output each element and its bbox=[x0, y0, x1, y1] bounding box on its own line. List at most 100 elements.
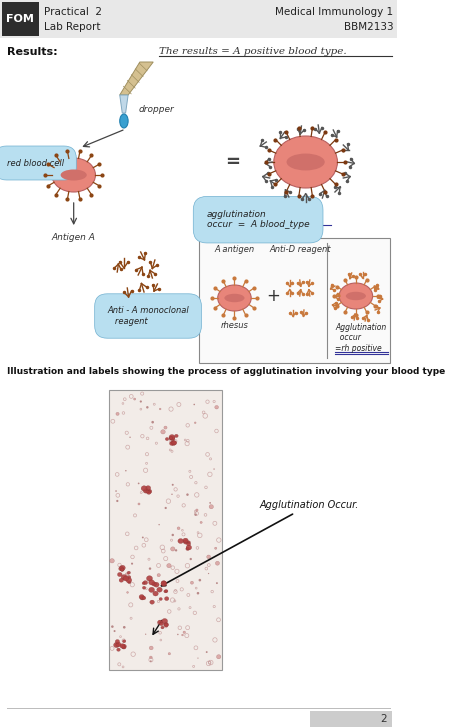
Ellipse shape bbox=[215, 547, 217, 550]
Ellipse shape bbox=[122, 646, 126, 649]
Ellipse shape bbox=[134, 398, 136, 400]
Ellipse shape bbox=[183, 538, 188, 543]
FancyBboxPatch shape bbox=[310, 711, 392, 727]
Text: Agglutination
  occur
=rh positive: Agglutination occur =rh positive bbox=[335, 323, 386, 353]
Text: Anti-D reagent: Anti-D reagent bbox=[269, 244, 330, 254]
Ellipse shape bbox=[164, 597, 169, 601]
Ellipse shape bbox=[186, 547, 190, 550]
Ellipse shape bbox=[146, 576, 153, 581]
Ellipse shape bbox=[193, 403, 195, 405]
Ellipse shape bbox=[183, 539, 188, 544]
Ellipse shape bbox=[61, 169, 87, 180]
Ellipse shape bbox=[161, 626, 164, 629]
Ellipse shape bbox=[187, 541, 191, 544]
Ellipse shape bbox=[120, 568, 124, 571]
Ellipse shape bbox=[346, 292, 366, 300]
Ellipse shape bbox=[191, 581, 193, 585]
Ellipse shape bbox=[117, 648, 120, 651]
Ellipse shape bbox=[147, 489, 152, 494]
FancyBboxPatch shape bbox=[2, 2, 38, 36]
Text: agglutination
occur  =  A blood_type: agglutination occur = A blood_type bbox=[207, 210, 310, 230]
Ellipse shape bbox=[175, 549, 177, 552]
Ellipse shape bbox=[125, 470, 127, 471]
Ellipse shape bbox=[224, 294, 245, 302]
Ellipse shape bbox=[208, 573, 209, 574]
Ellipse shape bbox=[127, 571, 130, 574]
Ellipse shape bbox=[142, 586, 146, 589]
Ellipse shape bbox=[177, 527, 180, 530]
Ellipse shape bbox=[199, 579, 201, 582]
Ellipse shape bbox=[274, 136, 337, 188]
Ellipse shape bbox=[140, 595, 145, 600]
Ellipse shape bbox=[150, 600, 155, 604]
Ellipse shape bbox=[165, 438, 169, 441]
Ellipse shape bbox=[127, 592, 128, 593]
Text: 2: 2 bbox=[380, 714, 387, 724]
Ellipse shape bbox=[164, 507, 167, 509]
Ellipse shape bbox=[200, 521, 202, 523]
Ellipse shape bbox=[157, 587, 162, 593]
Text: Medical Immunology 1: Medical Immunology 1 bbox=[275, 7, 393, 17]
Ellipse shape bbox=[157, 574, 160, 577]
Ellipse shape bbox=[149, 580, 155, 585]
Ellipse shape bbox=[194, 422, 196, 424]
FancyBboxPatch shape bbox=[109, 390, 222, 670]
Ellipse shape bbox=[114, 630, 116, 632]
Ellipse shape bbox=[209, 505, 213, 509]
Ellipse shape bbox=[159, 408, 161, 410]
Ellipse shape bbox=[182, 634, 183, 636]
Ellipse shape bbox=[153, 591, 158, 596]
Ellipse shape bbox=[123, 576, 128, 581]
Ellipse shape bbox=[123, 626, 126, 629]
Ellipse shape bbox=[120, 643, 125, 648]
Text: Agglutination Occur.: Agglutination Occur. bbox=[162, 500, 359, 586]
Ellipse shape bbox=[174, 434, 178, 438]
Ellipse shape bbox=[172, 483, 174, 486]
Ellipse shape bbox=[197, 592, 199, 595]
Text: dropper: dropper bbox=[139, 105, 175, 114]
Ellipse shape bbox=[114, 643, 119, 648]
Text: =: = bbox=[225, 153, 240, 171]
Ellipse shape bbox=[164, 426, 167, 429]
Ellipse shape bbox=[170, 436, 175, 441]
Ellipse shape bbox=[161, 430, 165, 434]
Ellipse shape bbox=[142, 596, 146, 600]
Ellipse shape bbox=[187, 542, 191, 546]
Ellipse shape bbox=[121, 644, 127, 648]
Text: +: + bbox=[266, 287, 280, 305]
Ellipse shape bbox=[215, 561, 219, 565]
Ellipse shape bbox=[339, 283, 373, 309]
Ellipse shape bbox=[171, 547, 175, 551]
Ellipse shape bbox=[146, 490, 149, 493]
Text: BBM2133: BBM2133 bbox=[344, 22, 393, 32]
Text: rhesus: rhesus bbox=[220, 321, 248, 329]
Ellipse shape bbox=[118, 572, 122, 577]
Ellipse shape bbox=[287, 153, 325, 170]
Ellipse shape bbox=[183, 631, 185, 633]
Ellipse shape bbox=[206, 651, 208, 653]
Text: Illustration and labels showing the process of agglutination involving your bloo: Illustration and labels showing the proc… bbox=[7, 368, 445, 377]
Ellipse shape bbox=[217, 655, 221, 659]
Ellipse shape bbox=[143, 581, 147, 585]
FancyBboxPatch shape bbox=[0, 0, 397, 38]
Ellipse shape bbox=[139, 595, 144, 599]
Ellipse shape bbox=[52, 158, 95, 192]
Ellipse shape bbox=[120, 568, 124, 571]
Ellipse shape bbox=[119, 566, 125, 570]
Ellipse shape bbox=[164, 590, 167, 593]
Text: The results = A positive blood type.: The results = A positive blood type. bbox=[159, 47, 346, 57]
Ellipse shape bbox=[138, 503, 140, 505]
Ellipse shape bbox=[110, 558, 114, 563]
Text: Results:: Results: bbox=[7, 47, 57, 57]
Polygon shape bbox=[120, 62, 153, 95]
Ellipse shape bbox=[161, 581, 167, 586]
Ellipse shape bbox=[120, 114, 128, 128]
Ellipse shape bbox=[149, 587, 155, 593]
Ellipse shape bbox=[150, 660, 152, 662]
Ellipse shape bbox=[158, 524, 160, 526]
Ellipse shape bbox=[186, 494, 189, 496]
Text: A antigen: A antigen bbox=[214, 244, 255, 254]
Ellipse shape bbox=[196, 509, 198, 511]
Ellipse shape bbox=[121, 574, 127, 580]
Ellipse shape bbox=[172, 441, 177, 445]
